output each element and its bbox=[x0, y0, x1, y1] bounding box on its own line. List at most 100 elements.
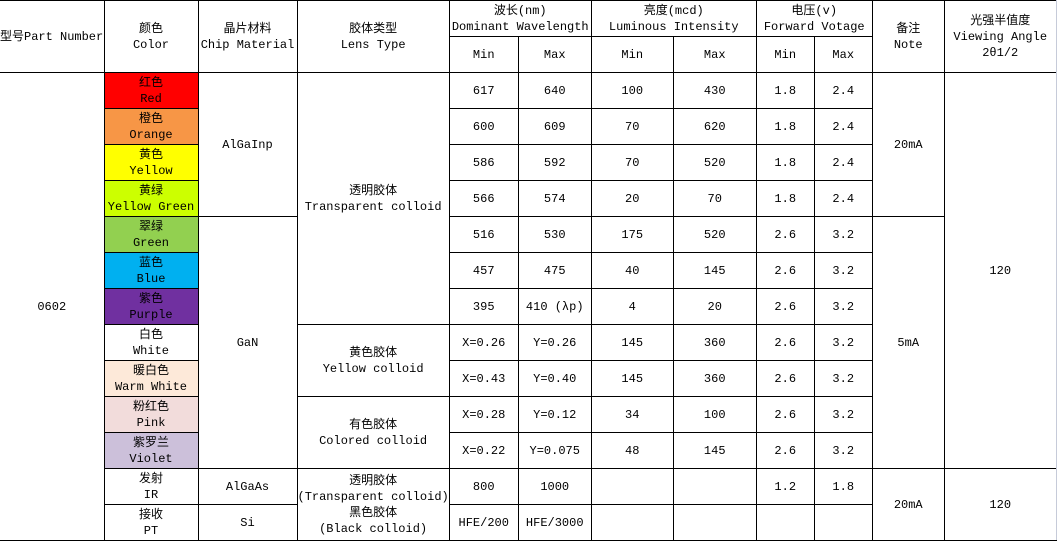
iv-min-cell: 175 bbox=[590, 216, 674, 253]
note-cell: 20mA bbox=[871, 468, 945, 541]
lens-type-cell: 黄色胶体 Yellow colloid bbox=[296, 324, 450, 397]
lens-type-cell: 透明胶体 (Transparent colloid) 黑色胶体 (Black coll… bbox=[296, 468, 450, 541]
header-intensity: 亮度(mcd) Luminous Intensity bbox=[590, 0, 757, 37]
cell-line: 黑色胶体 bbox=[349, 505, 398, 520]
iv-max-cell bbox=[672, 504, 757, 541]
vf-min-cell: 1.8 bbox=[755, 180, 815, 217]
color-cell: 白色 White bbox=[103, 324, 199, 361]
vf-min-cell: 2.6 bbox=[755, 288, 815, 325]
vf-max-cell: 3.2 bbox=[813, 288, 873, 325]
iv-min-cell: 145 bbox=[590, 360, 674, 397]
color-name-en: Violet bbox=[129, 451, 173, 466]
header-color: 颜色 Color bbox=[103, 0, 199, 73]
viewing-angle-cell: 120 bbox=[943, 72, 1057, 469]
header-note: 备注 Note bbox=[871, 0, 945, 73]
header-wavelength: 波长(nm) Dominant Wavelength bbox=[448, 0, 592, 37]
header-part-number: 型号Part Number bbox=[0, 0, 105, 73]
iv-min-cell: 70 bbox=[590, 144, 674, 181]
wl-min-cell: 617 bbox=[448, 72, 519, 109]
wl-max-cell: 609 bbox=[517, 108, 592, 145]
color-name-en: Green bbox=[132, 235, 169, 250]
wl-min-cell: 395 bbox=[448, 288, 519, 325]
wl-max-cell: 530 bbox=[517, 216, 592, 253]
vf-max-cell bbox=[813, 504, 873, 541]
color-name-en: PT bbox=[143, 523, 159, 538]
table-row: 粉红色 Pink 有色胶体 Colored colloid X=0.28 Y=0.12 34… bbox=[0, 396, 1056, 469]
wl-min-cell: 800 bbox=[448, 468, 519, 505]
color-cell: 蓝色 Blue bbox=[103, 252, 199, 289]
note-cell: 5mA bbox=[871, 216, 945, 469]
color-cell: 黄色 Yellow bbox=[103, 144, 199, 181]
cell-line: 有色胶体 bbox=[349, 417, 398, 432]
cell-line: Yellow colloid bbox=[322, 361, 424, 376]
iv-min-cell: 34 bbox=[590, 396, 674, 433]
iv-min-cell: 20 bbox=[590, 180, 674, 217]
color-name-en: Pink bbox=[136, 415, 166, 430]
cell-line: 透明胶体 bbox=[349, 183, 398, 198]
table-row: 蓝色 Blue 457 475 40 145 2.6 3.2 bbox=[0, 252, 1056, 289]
vf-max-cell: 3.2 bbox=[813, 252, 873, 289]
color-name-en: Orange bbox=[129, 127, 173, 142]
vf-min-cell: 1.8 bbox=[755, 108, 815, 145]
cell-line: (Transparent colloid) bbox=[297, 489, 449, 504]
iv-max-cell: 360 bbox=[672, 360, 757, 397]
chip-material-cell: AlGaInp bbox=[197, 72, 298, 217]
iv-min-cell: 4 bbox=[590, 288, 674, 325]
color-cell: 接收 PT bbox=[103, 504, 199, 541]
wl-min-cell: 586 bbox=[448, 144, 519, 181]
iv-max-cell: 520 bbox=[672, 216, 757, 253]
vf-min-cell: 1.2 bbox=[755, 468, 815, 505]
viewing-angle-cell: 120 bbox=[943, 468, 1057, 541]
color-name-cn: 白色 bbox=[138, 327, 163, 342]
vf-max-cell: 3.2 bbox=[813, 216, 873, 253]
table-row: 橙色 Orange 600 609 70 620 1.8 2.4 bbox=[0, 108, 1056, 145]
cell-line: 黄色胶体 bbox=[349, 345, 398, 360]
wl-min-cell: X=0.28 bbox=[448, 396, 519, 433]
vf-max-cell: 3.2 bbox=[813, 324, 873, 361]
header-lens-type: 胶体类型 Lens Type bbox=[296, 0, 450, 73]
wl-max-cell: HFE/3000 bbox=[517, 504, 592, 541]
color-name-en: Yellow Green bbox=[107, 199, 195, 214]
chip-material-cell: GaN bbox=[197, 216, 298, 469]
color-name-en: Blue bbox=[136, 271, 166, 286]
color-name-en: Warm White bbox=[114, 379, 187, 394]
iv-max-cell: 430 bbox=[672, 72, 757, 109]
color-cell: 发射 IR bbox=[103, 468, 199, 505]
wl-max-cell: 410 (λp) bbox=[517, 288, 592, 325]
color-cell: 粉红色 Pink bbox=[103, 396, 199, 433]
color-name-cn: 紫色 bbox=[138, 291, 163, 306]
vf-min-cell: 1.8 bbox=[755, 72, 815, 109]
header-voltage: 电压(v) Forward Votage bbox=[755, 0, 873, 37]
color-name-cn: 翠绿 bbox=[138, 219, 163, 234]
wl-min-cell: X=0.26 bbox=[448, 324, 519, 361]
vf-min-cell bbox=[755, 504, 815, 541]
color-name-cn: 接收 bbox=[138, 507, 163, 522]
iv-max-cell: 100 bbox=[672, 396, 757, 433]
wl-max-cell: Y=0.26 bbox=[517, 324, 592, 361]
wl-max-cell: Y=0.12 bbox=[517, 396, 592, 433]
color-cell: 暖白色 Warm White bbox=[103, 360, 199, 397]
color-name-en: Yellow bbox=[129, 163, 173, 178]
header-vf-min: Min bbox=[755, 36, 815, 73]
iv-min-cell: 145 bbox=[590, 324, 674, 361]
note-cell: 20mA bbox=[871, 72, 945, 217]
iv-min-cell bbox=[590, 504, 674, 541]
vf-max-cell: 3.2 bbox=[813, 432, 873, 469]
table-row: 暖白色 Warm White X=0.43 Y=0.40 145 360 2.6 3.2 bbox=[0, 360, 1056, 397]
wl-max-cell: 574 bbox=[517, 180, 592, 217]
wl-max-cell: Y=0.075 bbox=[517, 432, 592, 469]
color-name-cn: 粉红色 bbox=[132, 399, 169, 414]
cell-line: Colored colloid bbox=[319, 433, 428, 448]
color-name-cn: 暖白色 bbox=[132, 363, 169, 378]
wl-min-cell: 600 bbox=[448, 108, 519, 145]
wl-min-cell: 457 bbox=[448, 252, 519, 289]
iv-max-cell bbox=[672, 468, 757, 505]
lens-type-cell: 透明胶体 Transparent colloid bbox=[296, 72, 450, 325]
cell-line: (Black colloid) bbox=[319, 521, 428, 536]
wl-min-cell: X=0.43 bbox=[448, 360, 519, 397]
wl-min-cell: HFE/200 bbox=[448, 504, 519, 541]
color-cell: 紫罗兰 Violet bbox=[103, 432, 199, 469]
wl-max-cell: 1000 bbox=[517, 468, 592, 505]
vf-max-cell: 1.8 bbox=[813, 468, 873, 505]
color-name-en: Red bbox=[140, 91, 162, 106]
